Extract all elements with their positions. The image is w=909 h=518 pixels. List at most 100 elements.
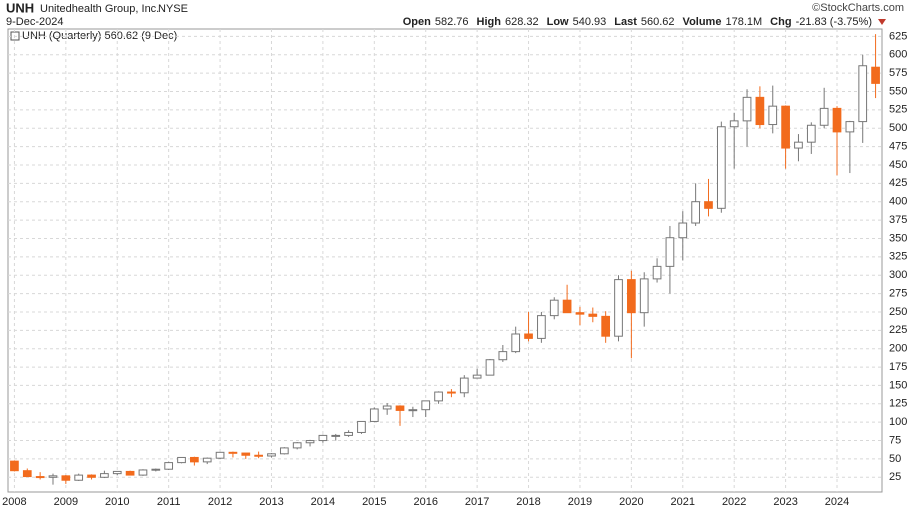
candle-body (755, 96, 765, 126)
x-tick-label: 2012 (208, 496, 232, 508)
candle-body (871, 66, 880, 84)
candle-body (716, 126, 726, 209)
y-tick-label: 325 (889, 251, 907, 263)
y-tick-label: 275 (889, 287, 907, 299)
candle-body (549, 299, 559, 317)
quote-label: Chg (770, 16, 791, 28)
candle-body (691, 201, 700, 224)
y-tick-label: 425 (889, 177, 907, 189)
y-tick-label: 175 (889, 361, 907, 373)
candle-body (665, 237, 675, 267)
y-tick-label: 125 (889, 398, 907, 410)
candle-body (421, 400, 431, 411)
x-tick-label: 2015 (362, 496, 386, 508)
x-tick-label: 2020 (619, 496, 643, 508)
candle-body (369, 408, 379, 422)
plot-frame (7, 28, 883, 493)
y-tick-label: 625 (889, 30, 907, 42)
y-tick-label: 350 (889, 232, 907, 244)
y-tick-label: 200 (889, 343, 907, 355)
candle-body (74, 474, 84, 481)
candle-body (845, 121, 855, 133)
x-tick-label: 2024 (825, 496, 849, 508)
quote-label: Open (403, 16, 431, 28)
candle-body (459, 377, 469, 394)
candle-body (434, 391, 443, 402)
candle-body (819, 107, 829, 126)
candle-body (601, 315, 611, 337)
y-tick-label: 450 (889, 159, 907, 171)
candle-body (61, 475, 71, 481)
y-tick-label: 525 (889, 104, 907, 116)
quote-label: Last (614, 16, 637, 28)
candle-body (10, 460, 19, 472)
candle-body (318, 434, 328, 442)
candle-body (279, 447, 289, 455)
x-tick-label: 2017 (465, 496, 489, 508)
candle-body (485, 359, 495, 376)
y-tick-label: 75 (889, 434, 901, 446)
candle-body (100, 473, 109, 478)
candle-body (794, 141, 803, 149)
candle-body (806, 124, 816, 143)
candle-body (241, 452, 251, 456)
x-tick-label: 2010 (105, 496, 129, 508)
candle-body (112, 470, 122, 475)
candle-body (125, 470, 135, 476)
company: Unitedhealth Group, Inc. (40, 3, 159, 15)
quote-value: -21.83 (-3.75%) (796, 16, 872, 28)
candle-body (858, 65, 868, 123)
candle-body (729, 120, 739, 128)
y-tick-label: 225 (889, 324, 907, 336)
candle-body (627, 279, 636, 314)
candle-body (48, 475, 58, 478)
candle-body (344, 431, 353, 436)
candle-body (305, 440, 315, 444)
candle-body (151, 468, 161, 471)
candle-body (35, 476, 45, 479)
quote-label: High (477, 16, 502, 28)
symbol: UNH (6, 0, 34, 15)
x-tick-label: 2018 (516, 496, 540, 508)
y-tick-label: 575 (889, 67, 907, 79)
exchange: NYSE (158, 3, 188, 15)
quote-value: 628.32 (505, 16, 539, 28)
x-tick-label: 2019 (568, 496, 592, 508)
candle-body (614, 279, 623, 337)
candle-body (215, 451, 225, 459)
y-tick-label: 300 (889, 269, 907, 281)
candle-body (447, 391, 456, 394)
candle-body (742, 96, 752, 122)
x-tick-label: 2022 (722, 496, 746, 508)
candle-body (537, 315, 546, 339)
y-tick-label: 100 (889, 416, 907, 428)
y-tick-label: 500 (889, 122, 907, 134)
candle-body (292, 442, 302, 449)
down-arrow (878, 19, 886, 25)
candle-body (138, 469, 148, 476)
x-tick-label: 2011 (157, 496, 181, 508)
quote-value: 540.93 (573, 16, 607, 28)
candle-body (395, 405, 405, 411)
x-tick-label: 2023 (773, 496, 797, 508)
y-tick-label: 375 (889, 214, 907, 226)
candle-body (562, 299, 572, 314)
x-tick-label: 2016 (413, 496, 437, 508)
y-tick-label: 25 (889, 471, 901, 483)
candle-body (357, 420, 366, 433)
candle-body (22, 470, 32, 478)
y-tick-label: 600 (889, 49, 907, 61)
candle-body (524, 333, 533, 339)
candle-body (704, 201, 713, 209)
x-tick-label: 2013 (259, 496, 283, 508)
candle-body (575, 312, 585, 315)
candle-body (254, 454, 263, 457)
candle-body (87, 474, 96, 478)
candle-body (382, 405, 392, 410)
candle-body (588, 313, 598, 317)
quote-value: 560.62 (641, 16, 675, 28)
candle-body (202, 457, 212, 463)
x-tick-label: 2021 (671, 496, 695, 508)
quote: Open 582.76 High 628.32 Low 540.93 Last 560.62 V… (403, 16, 872, 28)
